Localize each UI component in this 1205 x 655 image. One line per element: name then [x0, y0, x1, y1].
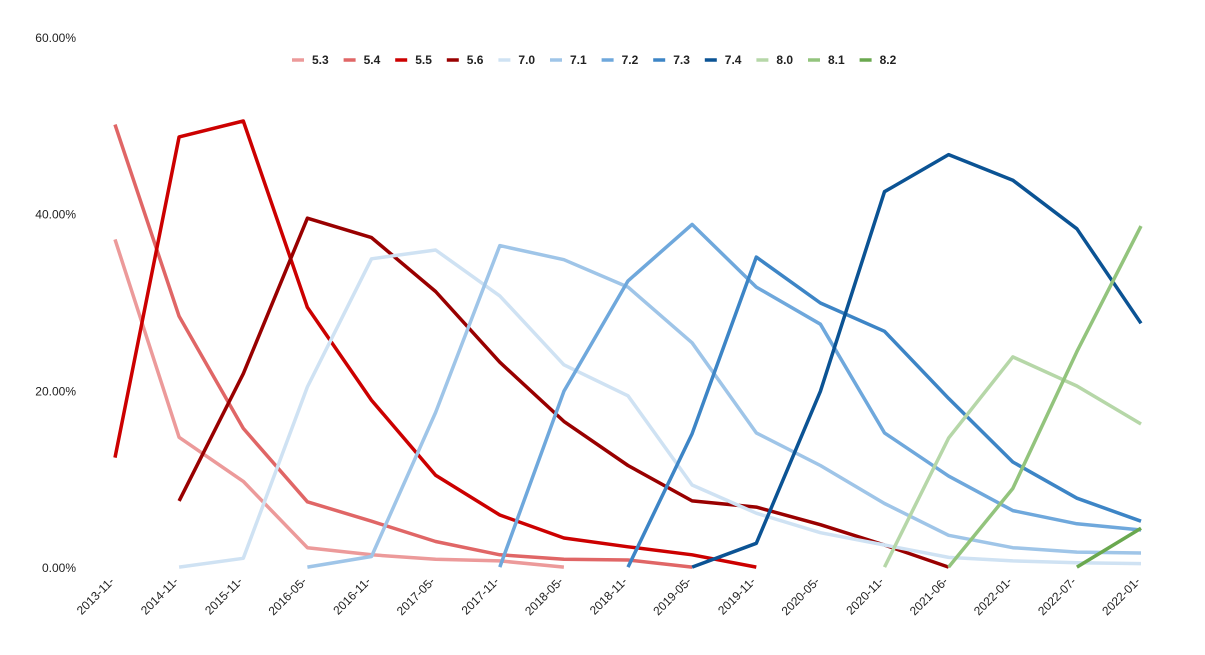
x-tick-label: 2020-05-	[779, 574, 823, 618]
y-tick-label: 60.00%	[35, 31, 76, 45]
x-tick-label: 2020-11-	[843, 574, 886, 617]
series-line-7-0	[178, 248, 1142, 569]
series-line-7-2	[498, 222, 1142, 568]
series-line-5-3	[113, 238, 565, 569]
legend-label: 7.4	[725, 53, 742, 67]
series-line-5-5	[113, 119, 757, 569]
series-line-7-1	[307, 243, 1142, 569]
y-tick-label: 40.00%	[35, 208, 76, 222]
legend: 5.3 5.4 5.5 5.6 7.0 7.1 7.2 7.3 7.4 8.0 8.1 8.2	[292, 53, 897, 67]
legend-label: 7.3	[673, 53, 690, 67]
y-axis: 0.00% 20.00% 40.00% 60.00%	[35, 31, 76, 575]
x-tick-label: 2018-05-	[522, 574, 566, 618]
series-line-5-4	[113, 124, 693, 569]
x-tick-label: 2018-11-	[587, 574, 630, 617]
x-tick-label: 2017-11-	[459, 574, 502, 617]
legend-label: 8.1	[828, 53, 845, 67]
series-line-7-3	[626, 255, 1142, 568]
x-tick-label: 2016-05-	[266, 574, 310, 618]
x-tick-label: 2021-06-	[907, 574, 951, 618]
legend-label: 8.0	[776, 53, 793, 67]
legend-label: 5.5	[415, 53, 432, 67]
legend-label: 5.6	[467, 53, 484, 67]
legend-label: 7.0	[518, 53, 535, 67]
series-line-5-6	[177, 216, 950, 569]
series-line-8-2	[1075, 526, 1142, 569]
x-tick-label: 2022-01-	[1099, 574, 1143, 618]
x-tick-label: 2013-11-	[74, 574, 117, 617]
legend-label: 7.2	[622, 53, 639, 67]
legend-label: 8.2	[880, 53, 897, 67]
y-tick-label: 0.00%	[42, 561, 76, 575]
series-line-7-4	[691, 152, 1143, 569]
legend-label: 5.3	[312, 53, 329, 67]
x-tick-label: 2017-05-	[394, 574, 438, 618]
y-tick-label: 20.00%	[35, 384, 76, 398]
x-tick-label: 2022-01-	[971, 574, 1015, 618]
x-tick-label: 2022-07-	[1035, 574, 1079, 618]
legend-label: 7.1	[570, 53, 587, 67]
x-tick-label: 2015-11-	[202, 574, 245, 617]
x-tick-label: 2019-05-	[650, 574, 694, 618]
series-line-8-1	[947, 225, 1143, 569]
x-tick-label: 2014-11-	[138, 574, 181, 617]
x-axis: 2013-11- 2014-11- 2015-11- 2016-05- 2016-11-…	[74, 574, 1143, 618]
series-lines	[113, 119, 1143, 569]
x-tick-label: 2019-11-	[715, 574, 758, 617]
x-tick-label: 2016-11-	[330, 574, 373, 617]
series-line-8-0	[882, 355, 1142, 568]
legend-label: 5.4	[364, 53, 381, 67]
